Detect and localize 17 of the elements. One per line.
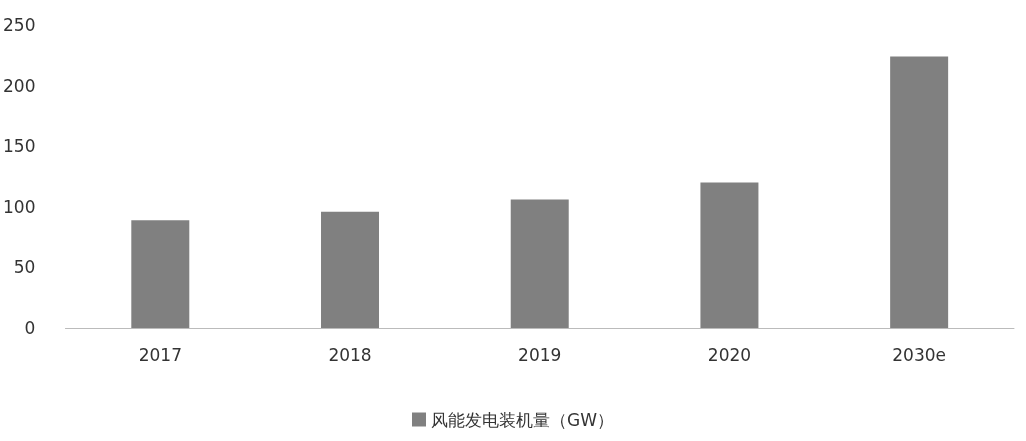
y-tick-label: 200 <box>2 75 36 96</box>
bar <box>510 199 569 328</box>
bar <box>890 56 949 328</box>
x-tick-label: 2020 <box>707 344 752 365</box>
bar <box>131 220 190 328</box>
y-tick-label: 250 <box>2 15 36 35</box>
y-tick-label: 0 <box>24 318 36 338</box>
x-tick-label: 2019 <box>518 344 562 365</box>
bar <box>700 182 759 328</box>
y-tick-label: 150 <box>2 136 36 157</box>
bar <box>321 211 380 328</box>
y-tick-label: 100 <box>2 196 36 217</box>
y-tick-label: 50 <box>13 257 36 278</box>
x-tick-label: 2017 <box>138 344 182 365</box>
legend-label: 风能发电装机量（GW） <box>431 409 614 430</box>
x-tick-label: 2018 <box>328 344 372 365</box>
x-tick-label: 2030e <box>892 344 947 365</box>
